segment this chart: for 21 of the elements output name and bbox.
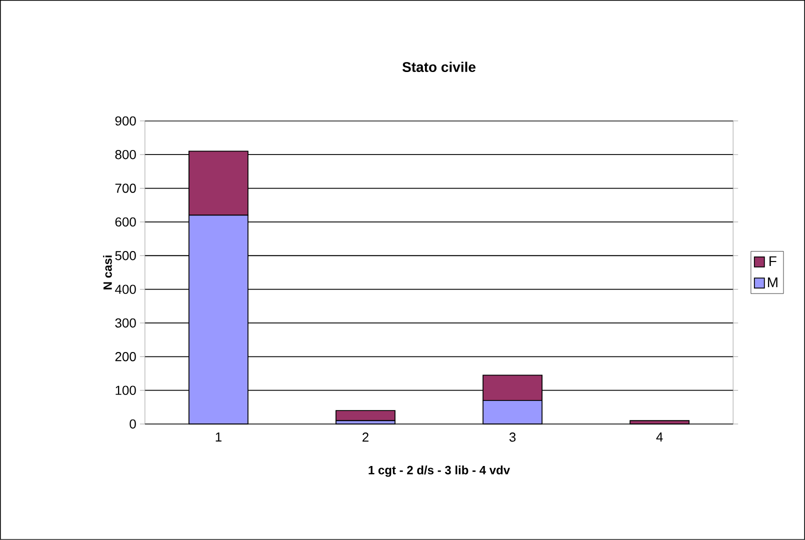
x-tick-label: 1 — [216, 432, 222, 442]
chart-title: Stato civile — [402, 62, 476, 72]
y-tick-label: 600 — [115, 217, 136, 227]
y-tick-label: 700 — [115, 184, 136, 193]
bar — [630, 420, 690, 424]
x-tick-label: 2 — [362, 432, 368, 442]
bar — [336, 410, 396, 422]
y-tick-label: 500 — [115, 251, 136, 260]
x-tick-label: 4 — [656, 432, 663, 442]
y-tick-label: 800 — [115, 150, 136, 160]
y-axis-title: N casi — [103, 256, 112, 290]
y-tick-label: 200 — [115, 352, 136, 362]
y-tick-label: 900 — [115, 116, 136, 126]
legend-label: F — [770, 256, 776, 266]
y-tick-label: 100 — [116, 386, 136, 395]
legend-label: M — [768, 277, 778, 288]
y-tick-label: 400 — [115, 284, 136, 294]
y-tick-label: 300 — [115, 318, 136, 328]
y-tick-label: 0 — [130, 419, 136, 429]
x-tick-label: 3 — [509, 432, 516, 442]
x-axis-title: 1 cgt - 2 d/s - 3 lib - 4 vdv — [368, 466, 510, 477]
